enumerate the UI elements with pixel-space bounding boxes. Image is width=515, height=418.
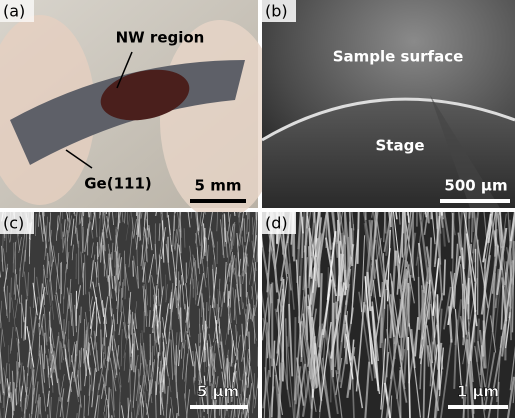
scale-bar-label: 5 µm <box>197 383 239 401</box>
nanowire <box>16 389 17 406</box>
nanowire <box>121 288 122 312</box>
panel-b: (b) Sample surface Stage 500 µm <box>262 0 515 208</box>
nanowire <box>400 370 401 418</box>
nanowire <box>131 314 132 334</box>
nanowire <box>224 228 225 247</box>
nanowire <box>81 307 82 324</box>
nanowire <box>258 362 261 389</box>
panel-label: (d) <box>265 214 288 233</box>
nanowire <box>299 276 300 323</box>
nanowire <box>130 369 131 402</box>
annotation: Ge(111) <box>84 175 152 193</box>
nanowire <box>63 319 64 342</box>
panel-label: (c) <box>3 214 24 233</box>
nanowire <box>125 251 126 286</box>
scale-bar-label: 5 mm <box>195 177 242 195</box>
nanowire <box>9 293 10 322</box>
nanowire <box>402 200 403 258</box>
nanowire <box>240 275 241 297</box>
scale-bar-label: 1 µm <box>457 383 499 401</box>
annotation: Sample surface <box>333 48 464 66</box>
nanowire <box>199 309 200 343</box>
nanowire <box>444 259 445 295</box>
nanowire <box>228 291 229 308</box>
annotation: Stage <box>375 137 424 155</box>
nanowire <box>419 277 420 329</box>
figure: (a) NW region Ge(111) 5 mm (b) Sample su… <box>0 0 515 418</box>
nanowire <box>133 261 134 277</box>
scale-bar-label: 500 µm <box>444 177 507 195</box>
panel-label: (b) <box>265 2 288 21</box>
panel-label: (a) <box>3 2 25 21</box>
nanowire <box>16 361 17 387</box>
annotation: NW region <box>116 29 205 47</box>
panel-a: (a) NW region Ge(111) 5 mm <box>0 0 280 220</box>
